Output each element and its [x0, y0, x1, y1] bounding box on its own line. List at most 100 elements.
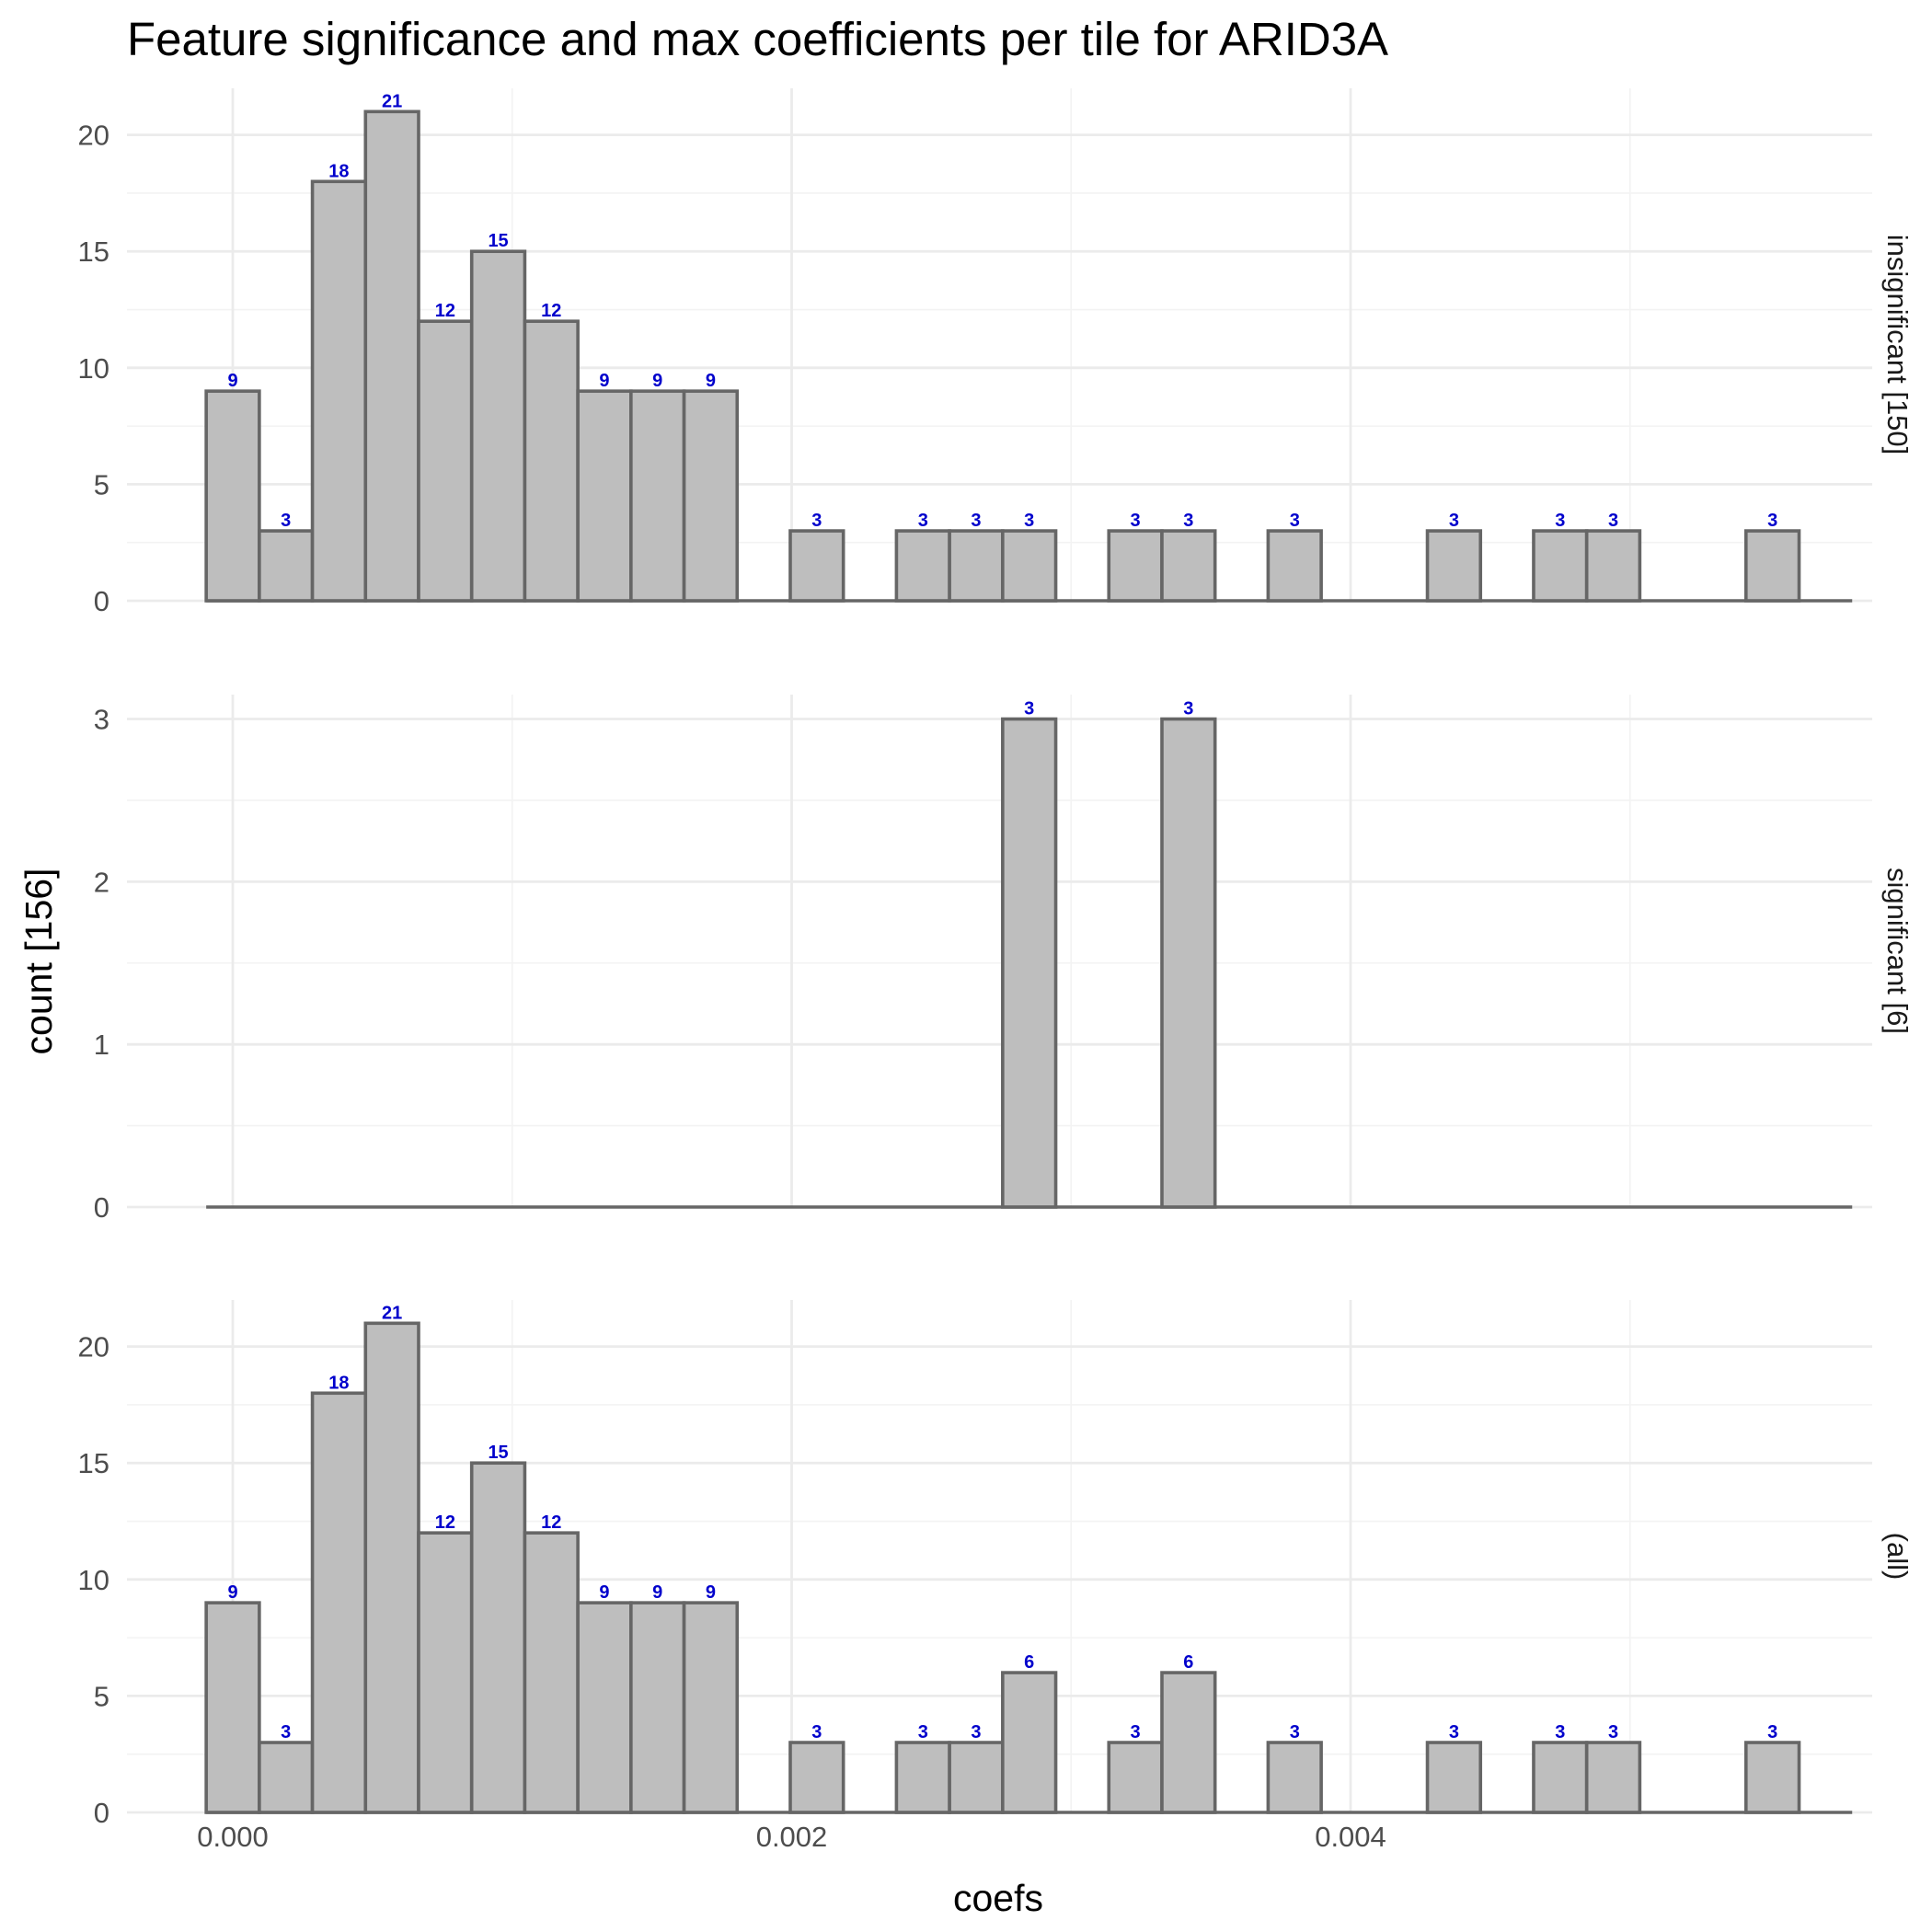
histogram-bar — [204, 389, 261, 603]
bar-count-label: 3 — [281, 1722, 291, 1742]
bar-count-label: 3 — [811, 511, 822, 531]
x-tick-label: 0.002 — [756, 1821, 828, 1853]
histogram-bar — [1266, 1741, 1323, 1814]
histogram-bar — [1001, 529, 1058, 603]
bar-count-label: 3 — [1449, 511, 1459, 531]
bar-count-label: 9 — [227, 1582, 237, 1603]
histogram-bar — [363, 1321, 420, 1814]
histogram-bar — [1160, 1671, 1217, 1814]
histogram-bar — [1532, 529, 1589, 603]
bar-count-label: 3 — [1555, 511, 1565, 531]
histogram-bar — [523, 1531, 580, 1814]
histogram-bar — [1160, 717, 1217, 1209]
histogram-bar — [1107, 1741, 1164, 1814]
histogram-bar — [258, 1741, 315, 1814]
bar-count-label: 3 — [1183, 511, 1193, 531]
histogram-bar — [629, 389, 686, 603]
histogram-bar — [948, 1741, 1005, 1814]
bar-count-label: 3 — [971, 1722, 981, 1742]
facet-panel: 0 1 2 3 3 3 significant [6] — [94, 695, 1914, 1224]
histogram-bar — [948, 529, 1005, 603]
facet-panel: 0 5 10 15 20 9 3 18 21 12 15 12 9 9 9 3 3 3 3 3 3 3 3 3 3 3 insign… — [78, 88, 1914, 617]
bar-count-label: 3 — [811, 1722, 822, 1742]
y-tick-label: 15 — [78, 236, 109, 268]
histogram-bar — [417, 319, 474, 603]
bar-count-label: 3 — [1767, 1722, 1777, 1742]
bar-count-label: 3 — [918, 1722, 928, 1742]
y-tick-label: 3 — [94, 704, 109, 736]
bar-count-label: 3 — [1290, 511, 1300, 531]
histogram-bar — [363, 109, 420, 603]
bar-count-label: 3 — [971, 511, 981, 531]
y-tick-label: 10 — [78, 352, 109, 385]
y-tick-label: 20 — [78, 1331, 109, 1363]
bar-count-label: 3 — [1555, 1722, 1565, 1742]
histogram-bar — [788, 529, 845, 603]
histogram-bar — [310, 179, 368, 603]
x-axis: 0.000 0.002 0.004 — [197, 1821, 1386, 1853]
bar-count-label: 9 — [227, 371, 237, 391]
facet-strip-label: (all) — [1881, 1533, 1914, 1581]
bar-count-label: 3 — [1449, 1722, 1459, 1742]
y-tick-label: 20 — [78, 120, 109, 152]
histogram-bar — [894, 1741, 951, 1814]
bar-count-label: 12 — [435, 301, 455, 321]
histogram-bar — [1744, 1741, 1801, 1814]
bar-count-label: 21 — [382, 1303, 402, 1323]
y-tick-label: 2 — [94, 866, 109, 898]
bar-count-label: 18 — [328, 1373, 349, 1393]
y-tick-label: 0 — [94, 1191, 109, 1224]
bar-count-label: 9 — [599, 1582, 609, 1603]
y-tick-label: 10 — [78, 1564, 109, 1596]
x-tick-label: 0.004 — [1315, 1821, 1386, 1853]
chart-title: Feature significance and max coefficient… — [127, 13, 1388, 65]
histogram-bar — [1107, 529, 1164, 603]
histogram-bar — [682, 389, 740, 603]
bar-count-label: 9 — [652, 1582, 662, 1603]
histogram-bar — [204, 1601, 261, 1814]
histogram-bar — [576, 389, 633, 603]
histogram-bar — [1001, 717, 1058, 1209]
bar-count-label: 15 — [488, 231, 508, 251]
bar-count-label: 3 — [1024, 511, 1034, 531]
bar-count-label: 12 — [541, 301, 561, 321]
histogram-bar — [576, 1601, 633, 1814]
bar-count-label: 6 — [1183, 1652, 1193, 1673]
bar-count-label: 12 — [541, 1512, 561, 1533]
bar-count-label: 3 — [1608, 1722, 1618, 1742]
y-tick-label: 15 — [78, 1447, 109, 1479]
histogram-bar — [523, 319, 580, 603]
y-tick-label: 0 — [94, 585, 109, 617]
histogram-bar — [310, 1391, 368, 1814]
histogram-bar — [1425, 1741, 1483, 1814]
histogram-bar — [1266, 529, 1323, 603]
histogram-bar — [1425, 529, 1483, 603]
bar-count-label: 3 — [1131, 1722, 1141, 1742]
facet-panel: 0 5 10 15 20 9 3 18 21 12 15 12 9 9 9 3 3 3 6 3 6 3 3 3 3 3 (all) — [78, 1300, 1914, 1829]
bar-count-label: 3 — [281, 511, 291, 531]
bar-count-label: 3 — [1024, 699, 1034, 719]
bar-count-label: 9 — [706, 371, 716, 391]
histogram-bar — [1160, 529, 1217, 603]
bar-count-label: 9 — [706, 1582, 716, 1603]
y-axis-title: count [156] — [17, 868, 60, 1055]
bar-count-label: 3 — [1608, 511, 1618, 531]
bar-count-label: 6 — [1024, 1652, 1034, 1673]
bar-count-label: 3 — [1767, 511, 1777, 531]
bar-count-label: 18 — [328, 161, 349, 181]
histogram-bar — [629, 1601, 686, 1814]
bar-count-label: 21 — [382, 91, 402, 111]
histogram-bar — [682, 1601, 740, 1814]
bar-count-label: 3 — [918, 511, 928, 531]
histogram-bar — [469, 1461, 527, 1814]
bar-count-label: 3 — [1183, 699, 1193, 719]
histogram-bar — [1584, 1741, 1642, 1814]
bar-count-label: 3 — [1290, 1722, 1300, 1742]
facet-strip-label: significant [6] — [1881, 868, 1914, 1034]
x-axis-title: coefs — [953, 1877, 1043, 1919]
histogram-bar — [1584, 529, 1642, 603]
y-tick-label: 1 — [94, 1029, 109, 1061]
bar-count-label: 12 — [435, 1512, 455, 1533]
